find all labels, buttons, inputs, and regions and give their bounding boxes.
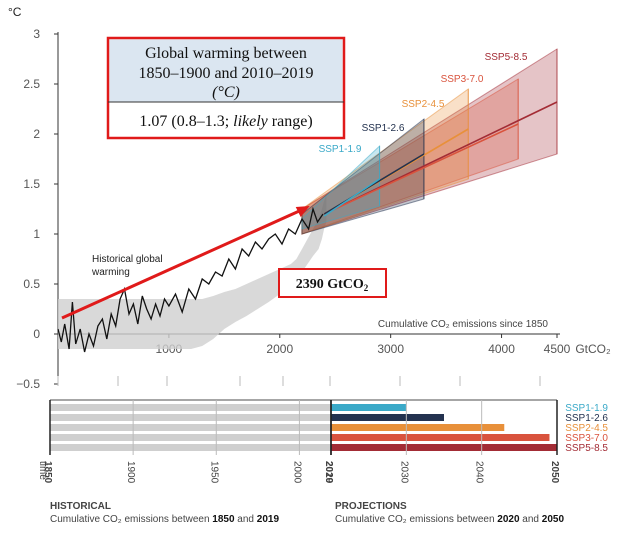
historical-uncertainty-band	[58, 194, 327, 349]
projection-caption-b: 2050	[542, 514, 565, 525]
x-tick-label: 4500	[544, 342, 571, 356]
timeline-label-ssp1-2.6: SSP1-2.6	[565, 413, 608, 424]
y-tick-label: −0.5	[16, 377, 40, 391]
callout-number: 2390 GtCO	[296, 277, 364, 292]
historical-label: Historical global warming	[91, 254, 163, 278]
projection-bar-ssp5-8.5	[331, 444, 557, 451]
annotation-line2: 1850–1900 and 2010–2019	[138, 65, 313, 82]
annotation-value-suffix: range)	[268, 113, 313, 130]
year-label-2050: 2050	[549, 461, 560, 484]
projection-bar-ssp1-1.9	[331, 404, 407, 411]
year-label-1850: 1850	[42, 461, 53, 484]
label-ssp1-2.6: SSP1-2.6	[362, 123, 405, 134]
historical-caption: Cumulative CO₂ emissions between 1850 an…	[50, 514, 279, 525]
projection-caption-mid: and	[520, 514, 542, 525]
time-axis-label: time	[37, 461, 48, 480]
annotation-unit: (°C)	[212, 84, 240, 101]
x-unit-label: GtCO₂	[575, 342, 611, 356]
historical-warming-line	[57, 206, 324, 353]
year-label-2040: 2040	[474, 461, 485, 484]
x-tick-label: 3000	[377, 342, 404, 356]
annotation-value-prefix: 1.07 (0.8–1.3;	[139, 113, 233, 130]
y-tick-label: 2	[33, 127, 40, 141]
projection-caption-pre: Cumulative CO₂ emissions between	[335, 514, 497, 525]
callout-text: 2390 GtCO2	[296, 277, 369, 293]
callout-2390: 2390 GtCO2	[278, 268, 387, 298]
historical-bar	[50, 424, 331, 431]
year-label-2030: 2030	[398, 461, 409, 484]
y-tick-label: 3	[33, 27, 40, 41]
label-ssp1-1.9: SSP1-1.9	[319, 144, 362, 155]
historical-caption-pre: Cumulative CO₂ emissions between	[50, 514, 212, 525]
year-label-2000: 2000	[291, 461, 302, 484]
ssp-projection-bands	[301, 48, 558, 235]
historical-caption-a: 1850	[212, 514, 235, 525]
timeline-panel: SSP1-1.9SSP1-2.6SSP2-4.5SSP3-7.0SSP5-8.5…	[37, 399, 608, 525]
center-ssp3-7.0	[323, 123, 519, 215]
historical-title: HISTORICAL	[50, 501, 111, 512]
y-tick-label: 2.5	[23, 77, 40, 91]
year-label-2020: 2020	[323, 461, 334, 484]
historical-caption-b: 2019	[257, 514, 280, 525]
y-tick-label: 1.5	[23, 177, 40, 191]
center-ssp1-1.9	[323, 178, 381, 217]
projection-caption: Cumulative CO₂ emissions between 2020 an…	[335, 514, 564, 525]
timeline-label-ssp1-1.9: SSP1-1.9	[565, 403, 608, 414]
annotation-value-italic: likely	[233, 113, 269, 130]
timeline-label-ssp3-7.0: SSP3-7.0	[565, 433, 608, 444]
historical-range-band	[58, 194, 327, 349]
red-arrow	[61, 206, 310, 320]
y-tick-label: 0.5	[23, 277, 40, 291]
x-tick-label: 4000	[488, 342, 515, 356]
historical-label-line1: Historical global	[92, 254, 163, 265]
label-ssp3-7.0: SSP3-7.0	[441, 74, 484, 85]
projection-bar-ssp1-2.6	[331, 414, 444, 421]
callout-frame	[278, 268, 387, 298]
historical-bar	[50, 434, 331, 441]
axes: −0.500.511.522.53°C10002000300040004500G…	[8, 5, 611, 391]
historical-bar	[50, 404, 331, 411]
x-tick-label: 2000	[266, 342, 293, 356]
historical-label-line2: warming	[91, 267, 130, 278]
arrow-head	[295, 206, 310, 217]
annotation-line1: Global warming between	[145, 45, 307, 62]
y-tick-label: 1	[33, 227, 40, 241]
projection-title: PROJECTIONS	[335, 501, 407, 512]
arrow-shaft	[61, 207, 305, 320]
y-unit-label: °C	[8, 5, 22, 19]
historical-bar	[50, 414, 331, 421]
year-label-1900: 1900	[125, 461, 136, 484]
callout-subscript: 2	[364, 283, 369, 293]
historical-line: Historical global warming	[57, 206, 324, 353]
annotation-value: 1.07 (0.8–1.3; likely range)	[139, 113, 312, 130]
label-ssp2-4.5: SSP2-4.5	[402, 99, 445, 110]
timeline-label-ssp2-4.5: SSP2-4.5	[565, 423, 608, 434]
annotation-box: Global warming between 1850–1900 and 2010…	[106, 36, 346, 140]
label-ssp5-8.5: SSP5-8.5	[485, 52, 528, 63]
timeline-label-ssp5-8.5: SSP5-8.5	[565, 443, 608, 454]
historical-bar	[50, 444, 331, 451]
annotation-header-fill	[109, 39, 343, 102]
projection-bar-ssp2-4.5	[331, 424, 505, 431]
y-tick-label: 0	[33, 327, 40, 341]
year-label-1950: 1950	[208, 461, 219, 484]
projection-caption-a: 2020	[497, 514, 520, 525]
x-axis-caption: Cumulative CO₂ emissions since 1850	[378, 319, 549, 330]
projection-bar-ssp3-7.0	[331, 434, 550, 441]
historical-caption-mid: and	[235, 514, 257, 525]
year-label-2019: 2019	[323, 461, 334, 484]
